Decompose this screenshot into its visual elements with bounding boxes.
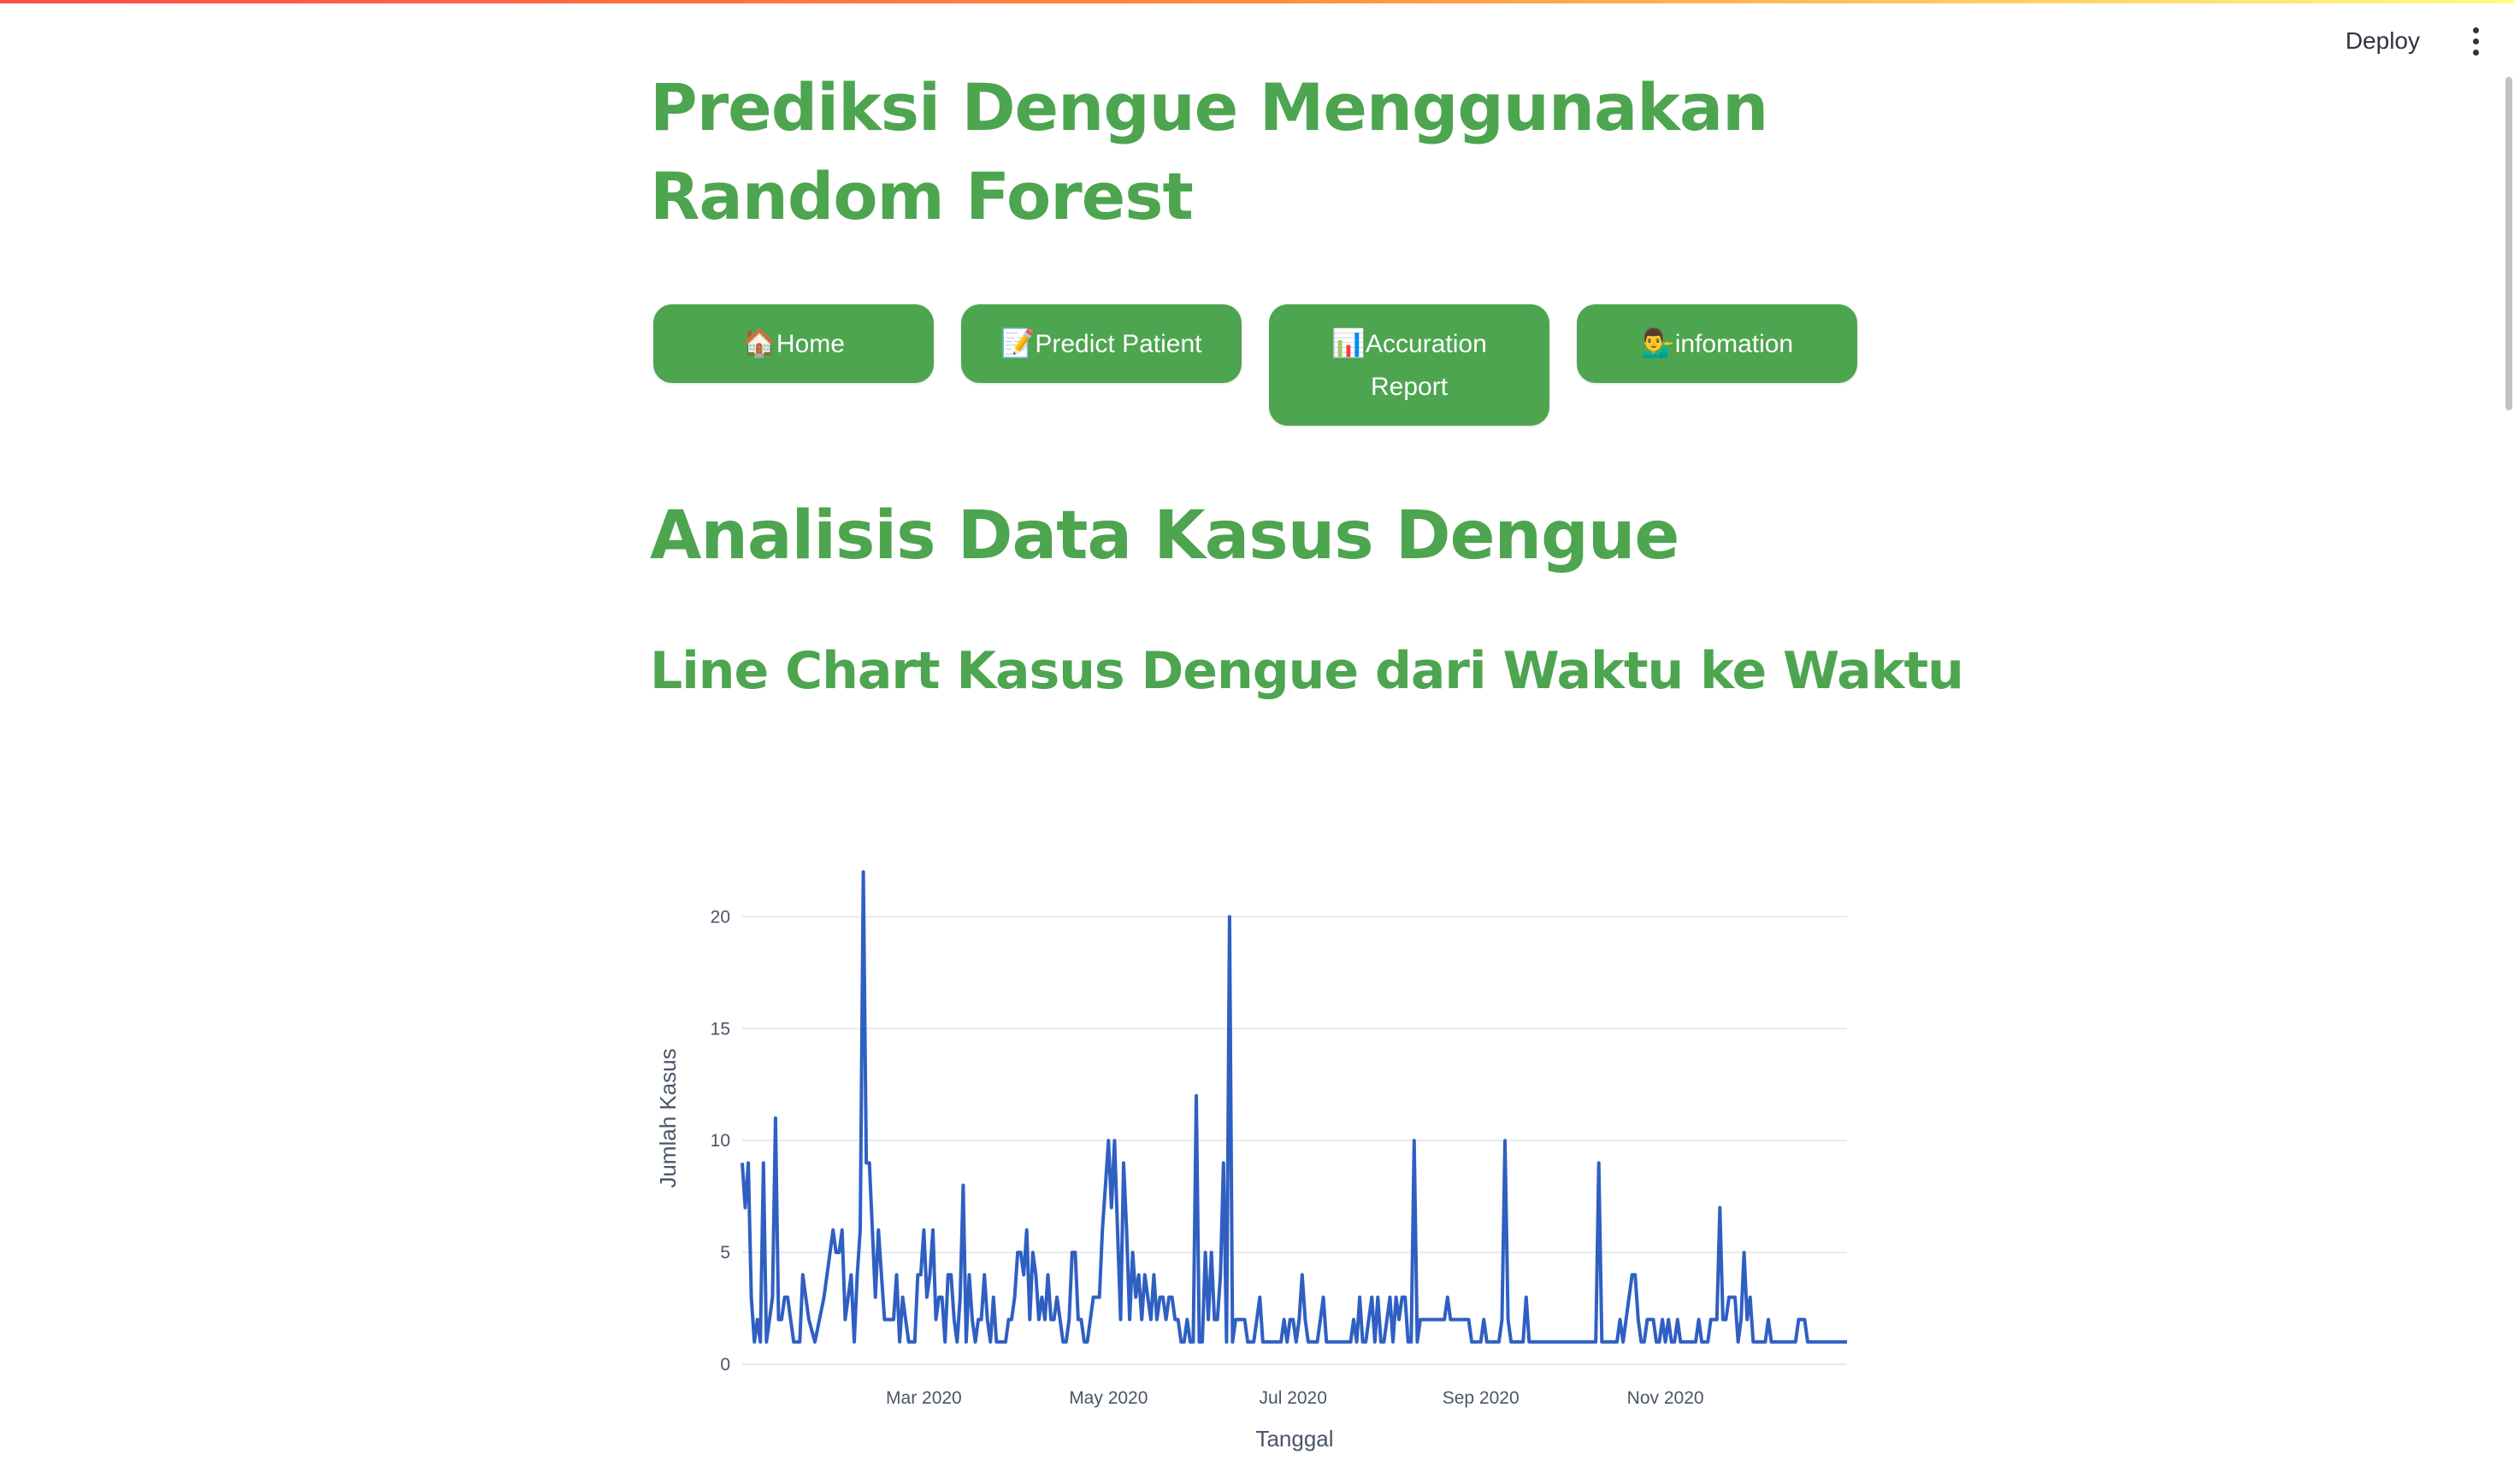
- accuration-report-button-label: Accuration Report: [1366, 330, 1487, 401]
- bar-chart-icon: 📊: [1331, 327, 1366, 358]
- information-button[interactable]: 💁‍♂️infomation: [1577, 304, 1857, 383]
- memo-icon: 📝: [1000, 327, 1036, 358]
- x-tick-label: Sep 2020: [1443, 1388, 1520, 1408]
- x-axis-title: Tanggal: [1255, 1426, 1333, 1452]
- app-toolbar: Deploy: [2328, 17, 2488, 65]
- y-tick-label: 15: [711, 1019, 730, 1039]
- header-decoration-bar: [0, 0, 2514, 3]
- grid-lines: [742, 916, 1847, 1365]
- home-button[interactable]: 🏠Home: [653, 304, 934, 383]
- y-tick-label: 20: [711, 907, 730, 927]
- kebab-menu-icon[interactable]: [2463, 17, 2488, 65]
- x-axis-ticks: Mar 2020 May 2020 Jul 2020 Sep 2020 Nov 2020: [886, 1388, 1704, 1408]
- line-chart: 0 5 10 15 20 Mar 2020 May 2020 Jul 2020 Sep 202…: [650, 821, 1864, 1484]
- page-title: Prediksi Dengue Menggunakan Random Fores…: [650, 69, 1768, 234]
- house-icon: 🏠: [742, 327, 776, 358]
- accuration-report-button[interactable]: 📊Accuration Report: [1269, 304, 1549, 426]
- y-tick-label: 10: [711, 1131, 730, 1151]
- x-tick-label: May 2020: [1069, 1388, 1148, 1408]
- predict-patient-button[interactable]: 📝Predict Patient: [961, 304, 1242, 383]
- y-axis-title: Jumlah Kasus: [655, 1048, 681, 1187]
- subsection-title: Line Chart Kasus Dengue dari Waktu ke Wa…: [650, 641, 1964, 701]
- x-tick-label: Nov 2020: [1627, 1388, 1704, 1408]
- deploy-button[interactable]: Deploy: [2345, 27, 2420, 54]
- x-tick-label: Jul 2020: [1260, 1388, 1327, 1408]
- home-button-label: Home: [776, 330, 845, 358]
- section-title: Analisis Data Kasus Dengue: [650, 498, 1679, 574]
- line-chart-svg: 0 5 10 15 20 Mar 2020 May 2020 Jul 2020 Sep 202…: [655, 870, 1847, 1452]
- y-tick-label: 0: [720, 1355, 730, 1375]
- series-line: [741, 870, 1847, 1344]
- y-tick-label: 5: [720, 1243, 730, 1263]
- y-axis-ticks: 0 5 10 15 20: [711, 907, 730, 1375]
- information-button-label: infomation: [1674, 330, 1794, 358]
- predict-patient-button-label: Predict Patient: [1035, 330, 1202, 358]
- scrollbar-thumb[interactable]: [2505, 77, 2512, 410]
- information-desk-person-icon: 💁‍♂️: [1640, 327, 1675, 358]
- x-tick-label: Mar 2020: [886, 1388, 962, 1408]
